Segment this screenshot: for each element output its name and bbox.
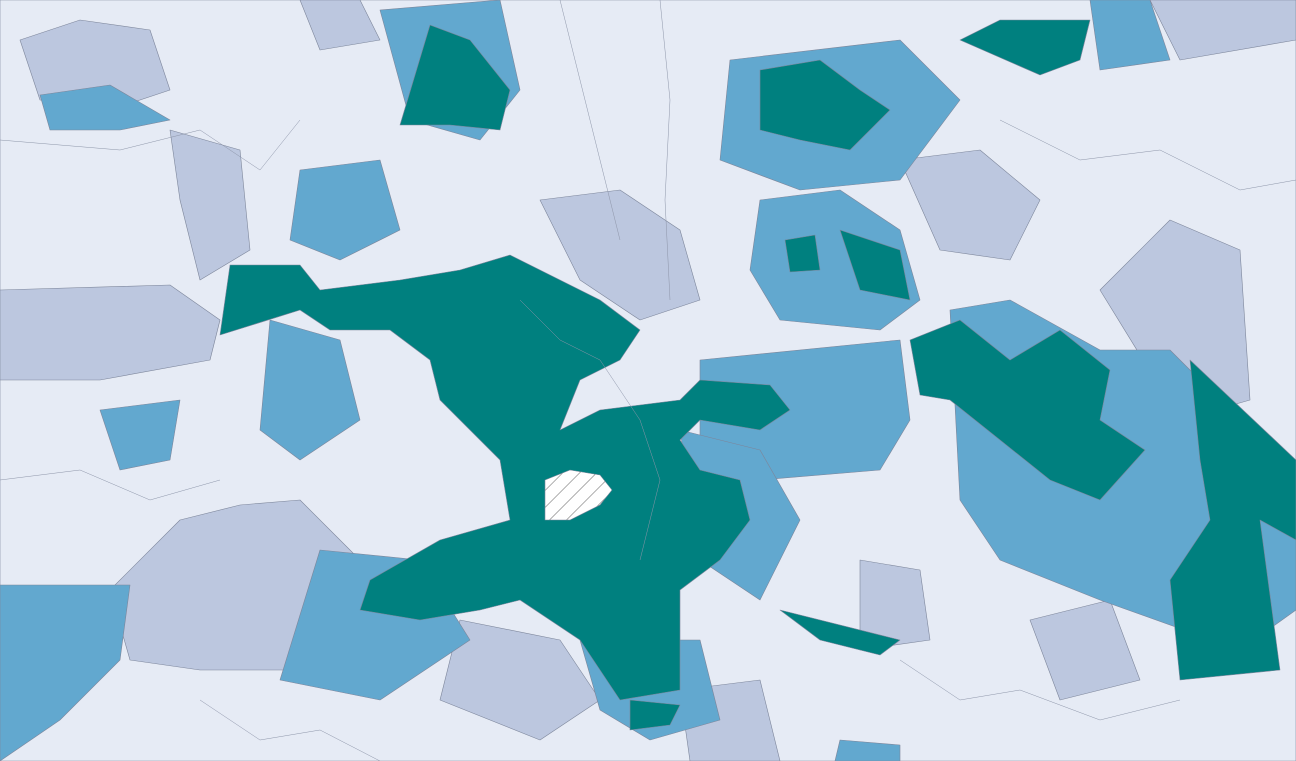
region [219, 254, 791, 701]
region [289, 159, 401, 261]
region [1029, 599, 1141, 701]
region [39, 84, 171, 131]
region [259, 319, 361, 461]
region [839, 229, 911, 301]
tract-line [999, 119, 1296, 191]
region [629, 699, 681, 731]
tract-line [519, 299, 661, 561]
region [0, 584, 131, 761]
region [1089, 0, 1171, 71]
region [909, 319, 1146, 501]
tract-line [199, 699, 381, 761]
tract-line [0, 469, 221, 501]
region [0, 284, 221, 381]
region [959, 19, 1091, 76]
tract-line [899, 659, 1181, 721]
region [299, 0, 381, 51]
region [779, 609, 901, 656]
region [539, 189, 701, 321]
region [784, 234, 821, 273]
region [439, 619, 601, 741]
region [399, 24, 511, 131]
region [899, 149, 1041, 261]
tract-line [559, 0, 621, 241]
region [1149, 0, 1296, 61]
region [834, 739, 901, 761]
region [1169, 359, 1296, 681]
region [749, 189, 921, 331]
region [169, 129, 251, 281]
tract-line [659, 0, 671, 301]
tract-line [0, 119, 301, 171]
region [759, 59, 891, 151]
region [859, 559, 931, 651]
region [99, 399, 181, 471]
no-data-area [544, 469, 613, 521]
region-class-3 [219, 19, 1296, 731]
region [19, 19, 171, 111]
